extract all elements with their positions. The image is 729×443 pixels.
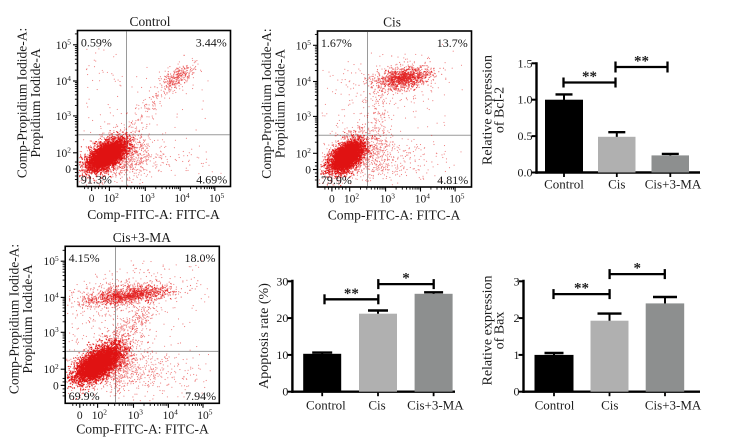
svg-text:0: 0 <box>329 194 335 206</box>
svg-text:4.15%: 4.15% <box>69 251 100 265</box>
svg-text:30: 30 <box>276 274 288 288</box>
svg-text:103: 103 <box>56 109 72 123</box>
svg-text:0: 0 <box>53 380 59 392</box>
svg-text:105: 105 <box>43 254 58 268</box>
svg-text:103: 103 <box>296 109 312 123</box>
svg-text:1.0: 1.0 <box>518 93 533 107</box>
svg-text:13.7%: 13.7% <box>437 36 468 50</box>
svg-text:104: 104 <box>163 408 179 422</box>
svg-text:102: 102 <box>43 362 58 376</box>
svg-text:105: 105 <box>449 191 465 205</box>
svg-text:0: 0 <box>77 410 83 422</box>
svg-text:103: 103 <box>43 325 58 339</box>
svg-text:of Bcl-2: of Bcl-2 <box>492 87 507 133</box>
svg-text:0: 0 <box>89 193 95 205</box>
svg-text:Relative expression: Relative expression <box>481 275 496 385</box>
svg-text:105: 105 <box>56 38 72 52</box>
svg-text:105: 105 <box>296 38 312 52</box>
svg-text:3: 3 <box>514 274 520 288</box>
svg-text:0: 0 <box>282 385 288 399</box>
svg-text:102: 102 <box>104 191 120 205</box>
svg-text:1.5: 1.5 <box>518 56 533 70</box>
svg-text:102: 102 <box>92 408 108 422</box>
svg-text:Relative expression: Relative expression <box>481 55 496 165</box>
svg-text:7.94%: 7.94% <box>185 389 216 403</box>
svg-text:105: 105 <box>209 191 225 205</box>
svg-text:Propidium Iodide-A: Propidium Iodide-A <box>272 49 287 158</box>
svg-text:0.0: 0.0 <box>518 166 533 180</box>
svg-text:Cis: Cis <box>383 15 401 30</box>
svg-text:102: 102 <box>344 191 360 205</box>
svg-text:79.9%: 79.9% <box>321 173 352 187</box>
svg-text:Propidium Iodide-A: Propidium Iodide-A <box>20 264 35 373</box>
svg-text:4.81%: 4.81% <box>437 173 468 187</box>
svg-text:Propidium Iodide-A: Propidium Iodide-A <box>28 48 43 157</box>
svg-text:Control: Control <box>306 397 346 412</box>
svg-text:103: 103 <box>380 191 396 205</box>
svg-text:Comp-FITC-A: FITC-A: Comp-FITC-A: FITC-A <box>87 207 220 222</box>
svg-text:1: 1 <box>514 348 520 362</box>
svg-text:104: 104 <box>415 191 431 205</box>
svg-text:Comp-Propidium Iodide-A:: Comp-Propidium Iodide-A: <box>7 244 22 394</box>
svg-text:2: 2 <box>514 311 520 325</box>
svg-text:Control: Control <box>544 177 584 192</box>
svg-text:Control: Control <box>535 397 575 412</box>
svg-text:Comp-Propidium Iodide-A:: Comp-Propidium Iodide-A: <box>14 28 29 178</box>
svg-text:4.69%: 4.69% <box>196 172 227 186</box>
svg-text:**: ** <box>634 54 649 70</box>
svg-text:104: 104 <box>296 74 312 88</box>
svg-text:**: ** <box>574 281 589 297</box>
svg-text:18.0%: 18.0% <box>185 251 216 265</box>
svg-text:0: 0 <box>65 164 71 176</box>
svg-text:1.67%: 1.67% <box>321 36 352 50</box>
svg-text:69.9%: 69.9% <box>69 389 100 403</box>
svg-text:**: ** <box>582 69 597 85</box>
svg-text:Comp-Propidium Iodide-A:: Comp-Propidium Iodide-A: <box>259 28 274 178</box>
svg-text:20: 20 <box>276 311 288 325</box>
svg-text:103: 103 <box>139 191 155 205</box>
svg-text:0: 0 <box>514 385 520 399</box>
svg-text:Cis+3-MA: Cis+3-MA <box>645 177 702 192</box>
svg-text:0.5: 0.5 <box>518 129 533 143</box>
svg-text:104: 104 <box>174 191 190 205</box>
svg-text:0: 0 <box>305 165 311 177</box>
svg-text:of Bax: of Bax <box>492 312 507 350</box>
svg-text:Cis: Cis <box>601 397 618 412</box>
svg-text:Control: Control <box>130 14 171 29</box>
svg-text:105: 105 <box>197 408 213 422</box>
svg-text:0.59%: 0.59% <box>81 35 112 49</box>
svg-text:Cis+3-MA: Cis+3-MA <box>113 230 171 245</box>
svg-text:104: 104 <box>43 290 58 304</box>
svg-text:**: ** <box>344 286 359 302</box>
svg-text:Comp-FITC-A: FITC-A: Comp-FITC-A: FITC-A <box>76 422 209 437</box>
svg-text:Cis+3-MA: Cis+3-MA <box>645 397 702 412</box>
svg-text:102: 102 <box>296 146 312 160</box>
svg-text:102: 102 <box>56 146 72 160</box>
svg-text:Cis: Cis <box>608 177 625 192</box>
svg-text:103: 103 <box>128 408 144 422</box>
svg-text:10: 10 <box>276 348 288 362</box>
svg-text:Cis+3-MA: Cis+3-MA <box>407 397 464 412</box>
svg-text:3.44%: 3.44% <box>196 35 227 49</box>
svg-text:91.3%: 91.3% <box>81 172 112 186</box>
svg-text:*: * <box>402 271 410 287</box>
svg-text:*: * <box>633 261 641 277</box>
svg-text:Comp-FITC-A: FITC-A: Comp-FITC-A: FITC-A <box>328 207 461 222</box>
svg-text:Cis: Cis <box>368 397 385 412</box>
svg-text:Apoptosis rate (%): Apoptosis rate (%) <box>257 283 272 389</box>
svg-text:104: 104 <box>56 74 72 88</box>
